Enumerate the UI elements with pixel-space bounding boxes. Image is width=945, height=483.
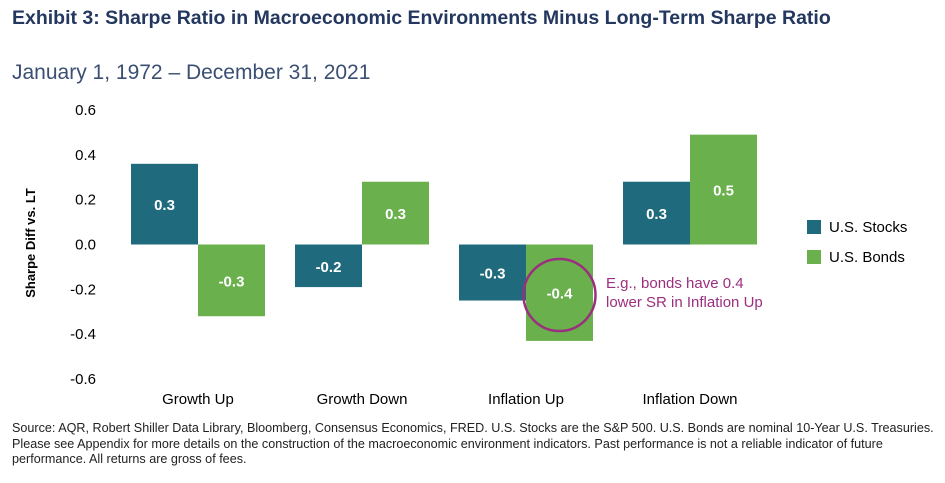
bar-data-label: -0.4 (547, 286, 574, 303)
y-tick-label: 0.0 (75, 237, 96, 254)
bar-data-label: 0.5 (713, 183, 734, 200)
bar-data-label: -0.3 (219, 273, 245, 290)
bar-data-label: -0.2 (316, 259, 342, 276)
y-tick-label: -0.6 (70, 371, 96, 388)
legend-label: U.S. Stocks (829, 219, 907, 236)
legend-swatch (807, 250, 821, 264)
annotation-circle (522, 257, 597, 333)
bar-u-s-bonds-inflation-up (526, 244, 593, 341)
bar-data-label: 0.3 (385, 206, 406, 223)
chart-title: Exhibit 3: Sharpe Ratio in Macroeconomic… (12, 7, 831, 29)
y-tick-label: -0.2 (70, 281, 96, 298)
annotation-text: E.g., bonds have 0.4 (606, 275, 744, 292)
y-tick-label: -0.4 (70, 326, 96, 343)
y-tick-label: 0.4 (75, 147, 96, 164)
legend-label: U.S. Bonds (829, 249, 905, 266)
bar-chart: 0.6 0.4 0.2 0.0 -0.2 -0.4 -0.6 Sharpe Diff vs.… (23, 102, 907, 408)
y-tick-label: 0.2 (75, 192, 96, 209)
legend-swatch (807, 220, 821, 234)
bar-data-label: 0.3 (154, 197, 175, 214)
bar-u-s-bonds-growth-down (362, 181, 429, 245)
bar-u-s-bonds-growth-up (198, 244, 265, 317)
bar-u-s-stocks-growth-down (295, 244, 362, 288)
y-tick-label: 0.6 (75, 102, 96, 119)
bar-u-s-stocks-inflation-up (459, 244, 526, 301)
bar-u-s-stocks-inflation-down (623, 181, 690, 245)
x-tick-label: Growth Down (317, 391, 408, 408)
chart-subtitle: January 1, 1972 – December 31, 2021 (12, 61, 371, 84)
bar-data-label: -0.3 (480, 266, 506, 283)
source-note: Source: AQR, Robert Shiller Data Library… (12, 421, 934, 466)
x-tick-label: Inflation Down (642, 391, 737, 408)
x-tick-label: Growth Up (162, 391, 234, 408)
annotation-text: lower SR in Inflation Up (606, 294, 763, 311)
bar-u-s-stocks-growth-up (131, 163, 198, 245)
bar-u-s-bonds-inflation-down (690, 134, 757, 245)
bar-data-label: 0.3 (646, 206, 667, 223)
x-tick-label: Inflation Up (488, 391, 564, 408)
y-axis-label: Sharpe Diff vs. LT (23, 188, 38, 298)
